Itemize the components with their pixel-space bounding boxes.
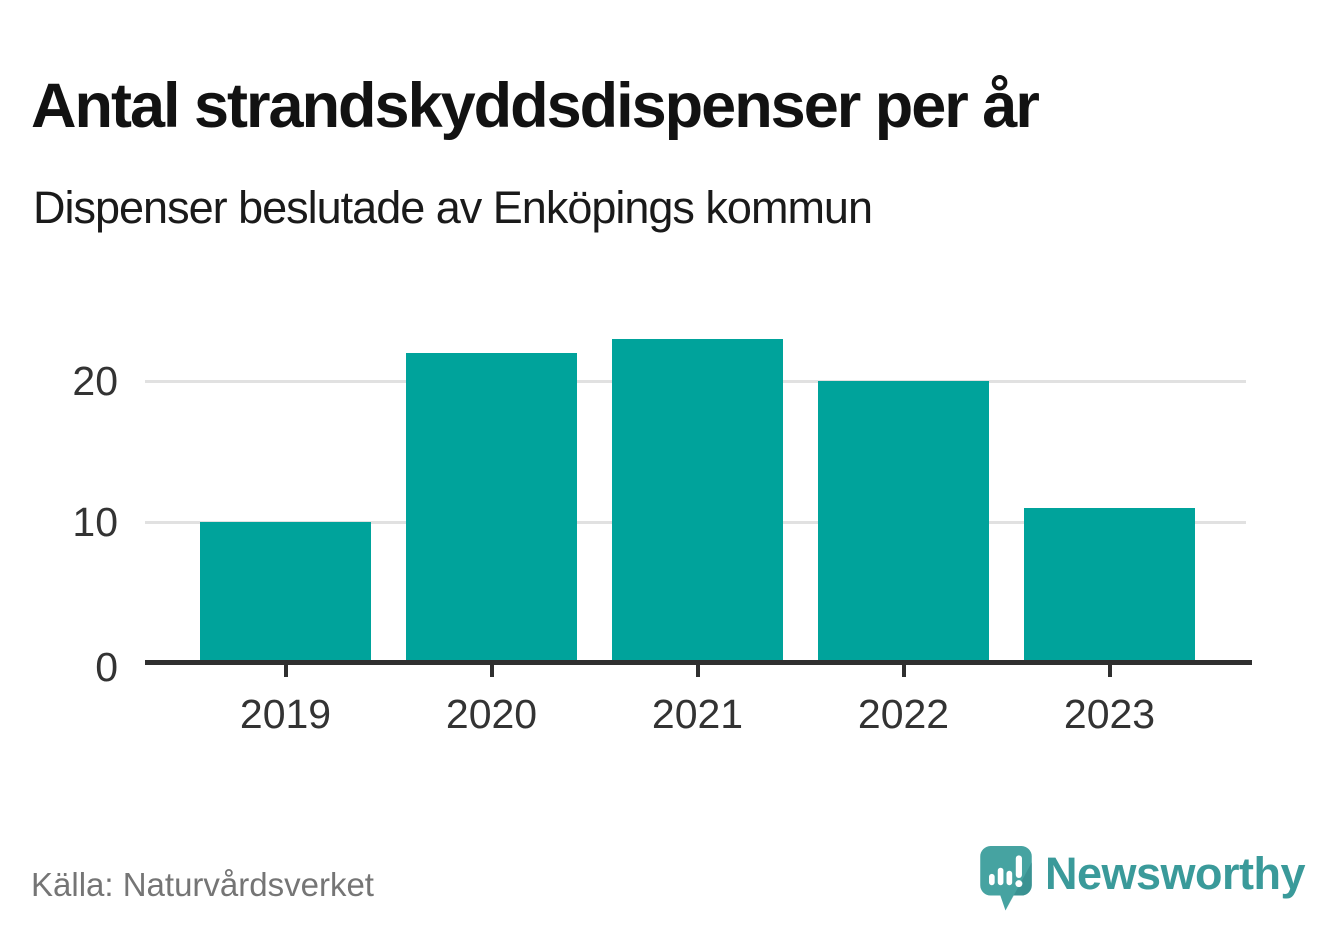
y-axis-tick-label: 20 <box>72 358 118 404</box>
bar-2019 <box>200 522 371 663</box>
x-axis-tick-label: 2022 <box>857 691 950 737</box>
bar-2022 <box>818 381 989 663</box>
chart-subtitle: Dispenser beslutade av Enköpings kommun <box>33 182 873 233</box>
x-axis-tick <box>283 665 288 677</box>
y-axis-tick-label: 10 <box>72 499 118 545</box>
x-axis-tick <box>695 665 700 677</box>
x-axis-tick <box>489 665 494 677</box>
newsworthy-logo[interactable]: Newsworthy <box>978 843 1306 913</box>
bar-2023 <box>1024 508 1195 663</box>
x-axis-tick-label: 2021 <box>651 691 744 737</box>
y-axis-tick-label: 0 <box>95 644 118 690</box>
x-axis-tick <box>901 665 906 677</box>
x-axis-tick-label: 2019 <box>239 691 332 737</box>
bar-2021 <box>612 339 783 663</box>
source-note: Källa: Naturvårdsverket <box>31 866 374 903</box>
bar-2020 <box>406 353 577 663</box>
x-axis-tick <box>1107 665 1112 677</box>
x-axis-tick-label: 2023 <box>1063 691 1156 737</box>
chart-title: Antal strandskyddsdispenser per år <box>31 71 1040 142</box>
newsworthy-logo-text: Newsworthy <box>1045 848 1306 899</box>
x-axis-line <box>145 660 1252 665</box>
newsworthy-speech-bubble-icon <box>980 846 1032 911</box>
x-axis-tick-label: 2020 <box>445 691 538 737</box>
